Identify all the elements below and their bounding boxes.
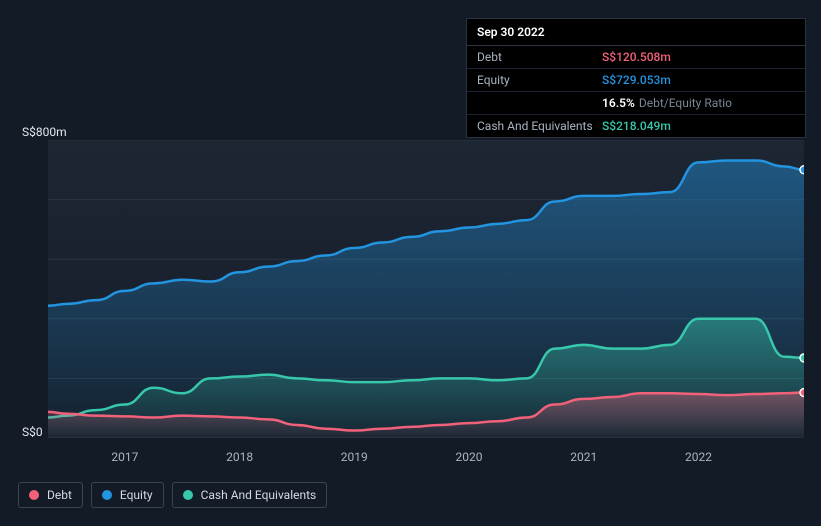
tooltip-ratio-suffix: Debt/Equity Ratio	[639, 96, 732, 110]
tooltip-debt-label: Debt	[477, 50, 602, 64]
legend-swatch-debt	[29, 490, 39, 500]
legend-item-cash[interactable]: Cash And Equivalents	[172, 482, 328, 508]
tooltip-date: Sep 30 2022	[467, 19, 805, 46]
tooltip-ratio-value: 16.5%	[602, 96, 635, 110]
legend-swatch-equity	[102, 490, 112, 500]
tooltip-row-debt: Debt S$120.508m	[467, 46, 805, 69]
x-axis-label: 2019	[341, 450, 368, 464]
tooltip-row-ratio: 16.5% Debt/Equity Ratio	[467, 92, 805, 115]
y-axis-label: S$800m	[22, 125, 67, 139]
legend-label-debt: Debt	[47, 488, 72, 502]
legend-label-cash: Cash And Equivalents	[201, 488, 317, 502]
tooltip-row-equity: Equity S$729.053m	[467, 69, 805, 92]
y-axis-label: S$0	[22, 425, 43, 439]
legend: Debt Equity Cash And Equivalents	[18, 482, 327, 508]
x-axis-label: 2018	[226, 450, 253, 464]
tooltip-ratio-spacer	[477, 96, 602, 110]
tooltip-row-cash: Cash And Equivalents S$218.049m	[467, 115, 805, 137]
tooltip-equity-value: S$729.053m	[602, 73, 671, 87]
chart-plot[interactable]	[48, 140, 804, 438]
legend-item-equity[interactable]: Equity	[91, 482, 164, 508]
tooltip-equity-label: Equity	[477, 73, 602, 87]
x-axis-label: 2020	[456, 450, 483, 464]
tooltip-cash-label: Cash And Equivalents	[477, 119, 602, 133]
x-axis-label: 2021	[570, 450, 597, 464]
x-axis-label: 2017	[111, 450, 138, 464]
chart-tooltip: Sep 30 2022 Debt S$120.508m Equity S$729…	[466, 18, 806, 138]
legend-item-debt[interactable]: Debt	[18, 482, 83, 508]
legend-label-equity: Equity	[120, 488, 153, 502]
legend-swatch-cash	[183, 490, 193, 500]
x-axis-label: 2022	[685, 450, 712, 464]
tooltip-debt-value: S$120.508m	[602, 50, 671, 64]
tooltip-cash-value: S$218.049m	[602, 119, 671, 133]
